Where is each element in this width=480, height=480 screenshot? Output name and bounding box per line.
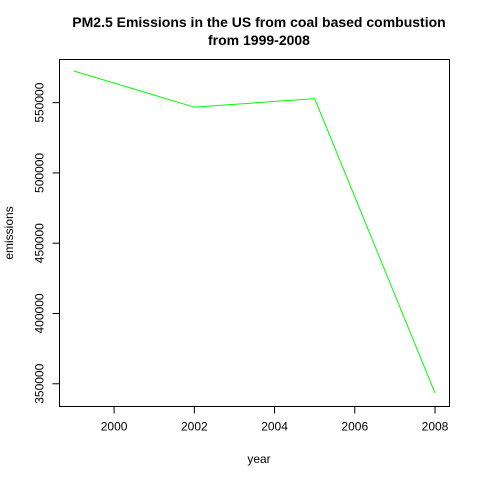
y-tick-label: 400000 — [33, 293, 47, 333]
data-point — [314, 98, 315, 99]
x-tick-label: 2004 — [261, 420, 288, 434]
x-tick-label: 2000 — [101, 420, 128, 434]
y-axis-label: emissions — [2, 206, 16, 259]
x-tick-label: 2006 — [341, 420, 368, 434]
x-axis-label: year — [247, 452, 270, 466]
y-tick-label: 450000 — [33, 223, 47, 263]
x-tick-label: 2008 — [422, 420, 449, 434]
x-axis: 2000 2002 2004 2006 2008 — [101, 406, 449, 434]
chart-title-line-2: from 1999-2008 — [208, 32, 310, 48]
y-axis: 350000 400000 450000 500000 550000 — [33, 82, 60, 404]
chart-title-line-1: PM2.5 Emissions in the US from coal base… — [72, 14, 445, 30]
y-tick-label: 550000 — [33, 82, 47, 122]
y-tick-label: 500000 — [33, 153, 47, 193]
data-point — [194, 107, 195, 108]
series-line-0 — [73, 70, 436, 394]
data-point — [74, 71, 75, 72]
x-tick-label: 2002 — [181, 420, 208, 434]
series-layer — [73, 70, 436, 394]
y-tick-label: 350000 — [33, 363, 47, 403]
plot-frame — [59, 59, 450, 407]
data-point — [435, 393, 436, 394]
